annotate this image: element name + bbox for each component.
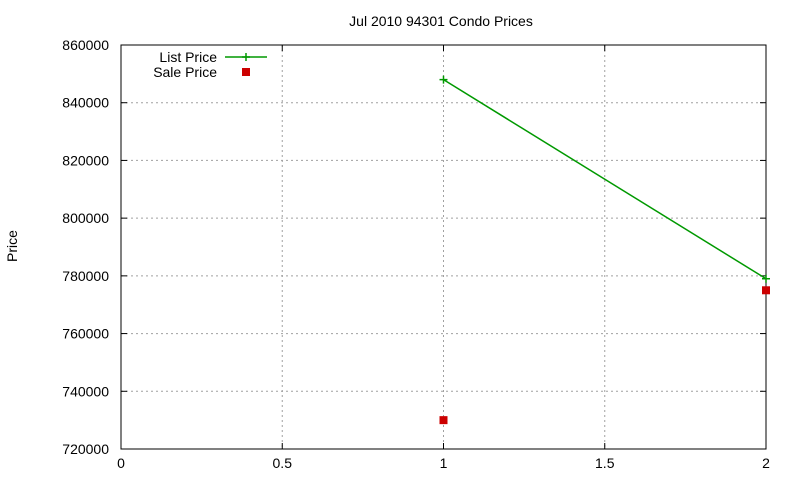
x-tick-label: 0.5 <box>273 455 293 471</box>
x-tick-label: 2 <box>762 455 770 471</box>
data-point-sale-price <box>762 286 770 295</box>
legend-marker-list-price <box>242 53 250 61</box>
x-tick-label: 0 <box>117 455 125 471</box>
y-tick-label: 800000 <box>62 210 109 226</box>
legend-marker-sale-price <box>242 68 250 76</box>
legend-label: Sale Price <box>153 64 217 80</box>
y-tick-label: 860000 <box>62 37 109 53</box>
data-point-sale-price <box>439 416 448 425</box>
axis-ticks: 720000 740000 760000 780000 800000 820000 8400… <box>62 37 770 471</box>
data-point-list-price <box>439 75 448 84</box>
y-tick-label: 780000 <box>62 268 109 284</box>
x-tick-label: 1 <box>440 455 448 471</box>
data-point-list-price <box>762 274 770 283</box>
y-tick-label: 840000 <box>62 95 109 111</box>
chart-title: Jul 2010 94301 Condo Prices <box>349 13 533 29</box>
y-tick-label: 720000 <box>62 441 109 457</box>
gridlines <box>121 45 766 449</box>
legend-label: List Price <box>159 49 217 65</box>
y-tick-label: 740000 <box>62 383 109 399</box>
series-line-list-price <box>443 78 767 280</box>
x-tick-label: 1.5 <box>595 455 615 471</box>
y-axis-label: Price <box>4 230 20 262</box>
y-tick-label: 760000 <box>62 326 109 342</box>
y-tick-label: 820000 <box>62 152 109 168</box>
series-layer <box>439 75 770 425</box>
